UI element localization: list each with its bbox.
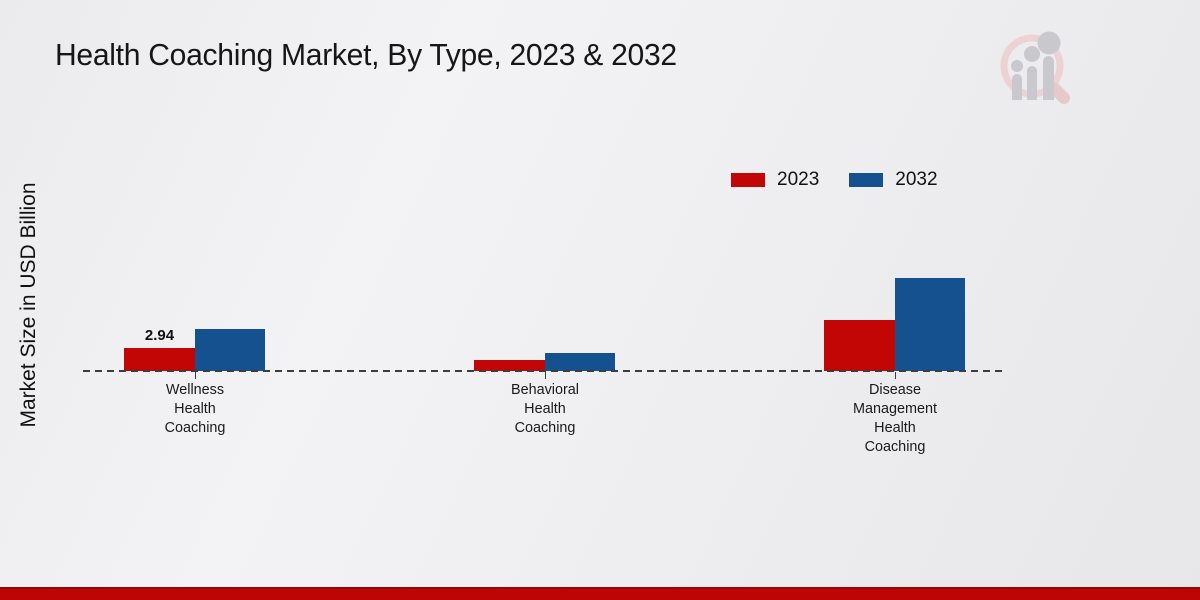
x-axis-tick	[545, 372, 546, 379]
x-axis-baseline	[83, 370, 1007, 372]
bar-2032-group2	[545, 353, 615, 371]
legend-swatch-2032	[849, 173, 884, 187]
x-axis-tick	[195, 372, 196, 379]
bar-2032-group3	[895, 278, 965, 371]
bar-2023-group2	[474, 360, 545, 371]
legend-label-2032: 2032	[895, 169, 938, 190]
legend-label-2023: 2023	[777, 169, 820, 190]
magnifier-bar-chart-logo-icon	[1000, 31, 1070, 104]
category-label-group2: Behavioral Health Coaching	[510, 381, 580, 436]
footer-accent-bar	[0, 587, 1200, 600]
category-label-group1: Wellness Health Coaching	[164, 381, 226, 436]
category-label-group3: Disease Management Health Coaching	[852, 381, 938, 455]
value-label-2023-group1: 2.94	[144, 327, 175, 344]
chart-title: Health Coaching Market, By Type, 2023 & …	[55, 37, 677, 72]
legend-item-2032: 2032	[849, 169, 938, 191]
legend: 2023 2032	[731, 169, 938, 191]
legend-item-2023: 2023	[731, 169, 819, 191]
bar-2023-group1	[124, 348, 195, 371]
bar-2023-group3	[824, 320, 895, 371]
x-axis-tick	[895, 372, 896, 379]
legend-swatch-2023	[731, 173, 765, 187]
bar-2032-group1	[195, 329, 265, 371]
